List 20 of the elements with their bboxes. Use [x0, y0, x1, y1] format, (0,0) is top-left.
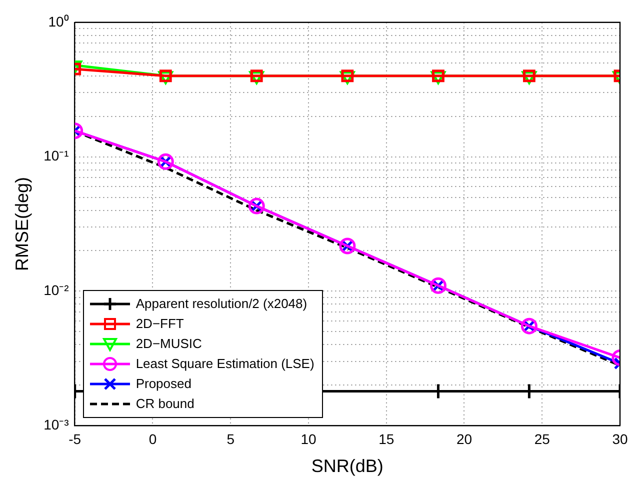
- y-tick-label: 10⁰: [48, 13, 69, 30]
- legend-label: Least Square Estimation (LSE): [136, 356, 314, 372]
- legend-label: 2D−MUSIC: [136, 336, 202, 352]
- x-axis-title: SNR(dB): [311, 456, 384, 476]
- x-tick-label: -5: [68, 430, 82, 447]
- x-tick-label: 5: [226, 430, 235, 447]
- y-axis-title: RMSE(deg): [12, 176, 32, 272]
- legend-label: Proposed: [136, 376, 192, 392]
- x-tick-label: 15: [378, 430, 394, 447]
- y-tick-label: 10⁻³: [44, 416, 70, 432]
- legend-label: CR bound: [136, 396, 194, 412]
- legend-label: Apparent resolution/2 (x2048): [136, 296, 308, 312]
- x-tick-label: 0: [148, 430, 157, 447]
- x-tick-label: 25: [534, 430, 550, 447]
- x-tick-label: 30: [612, 430, 628, 447]
- x-tick-label: 20: [456, 430, 472, 447]
- legend-label: 2D−FFT: [136, 316, 184, 332]
- x-tick-label: 10: [300, 430, 316, 447]
- y-tick-label: 10⁻²: [44, 282, 70, 298]
- y-tick-label: 10⁻¹: [44, 148, 70, 164]
